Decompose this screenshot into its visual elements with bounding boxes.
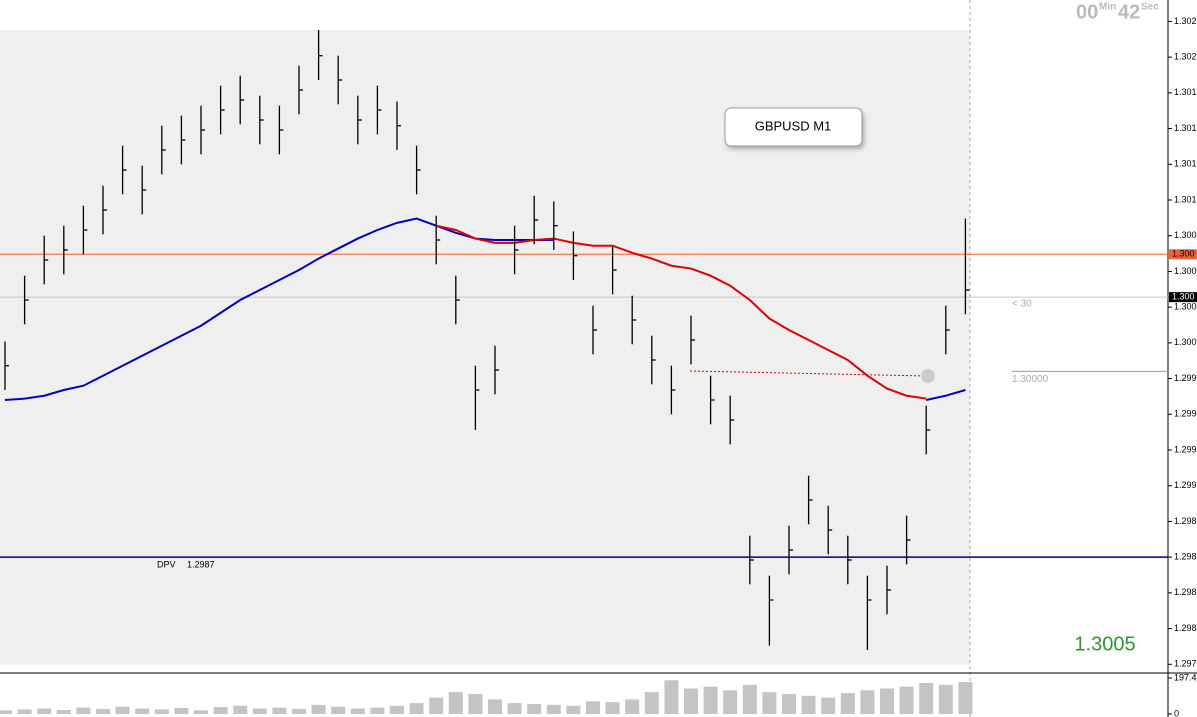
- volume-bar: [880, 688, 894, 714]
- volume-bar: [566, 705, 581, 714]
- y-tick-label: 1.301: [1174, 159, 1197, 169]
- bid-label: 1.300: [1172, 292, 1195, 302]
- volume-bar: [154, 709, 169, 714]
- volume-bar: [56, 709, 71, 714]
- volume-bar: [96, 708, 110, 714]
- y-tick-label: 1.302: [1174, 16, 1197, 26]
- y-tick-label: 1.299: [1174, 409, 1197, 419]
- volume-bar: [507, 703, 522, 714]
- volume-bar: [429, 697, 444, 714]
- volume-bar: [840, 693, 855, 714]
- y-tick-label: 1.299: [1174, 480, 1197, 490]
- volume-bar: [390, 705, 404, 714]
- volume-bar: [684, 688, 698, 714]
- volume-bar: [742, 684, 757, 714]
- volume-bar: [272, 707, 287, 714]
- volume-bar: [174, 707, 189, 714]
- volume-bar: [664, 680, 679, 714]
- y-tick-label: 1.300: [1174, 230, 1197, 240]
- volume-bar: [801, 695, 816, 714]
- volume-bar: [409, 703, 424, 714]
- volume-bar: [938, 684, 953, 714]
- timer-minutes: 00: [1076, 1, 1098, 23]
- volume-bar: [370, 707, 385, 714]
- y-tick-label: 1.300: [1174, 302, 1197, 312]
- y-tick-label: 1.299: [1174, 444, 1197, 454]
- y-tick-label: 197.4: [1174, 672, 1197, 682]
- volume-bar: [762, 692, 777, 714]
- ask-box: [1169, 249, 1197, 260]
- reference-label: 1.30000: [1012, 374, 1049, 385]
- y-tick-label: 1.299: [1174, 373, 1197, 383]
- volume-bar: [782, 693, 796, 714]
- volume-bar: [233, 705, 248, 714]
- bid-box: [1169, 292, 1197, 303]
- y-tick-label: 1.300: [1174, 337, 1197, 347]
- y-tick-label: 1.301: [1174, 194, 1197, 204]
- y-tick-label: 0: [1174, 708, 1179, 717]
- ask-label: 1.300: [1172, 249, 1195, 259]
- volume-bar: [252, 708, 267, 714]
- volume-bar: [194, 710, 208, 714]
- volume-bar: [586, 701, 600, 714]
- volume-bar: [546, 704, 561, 714]
- y-tick-label: 1.298: [1174, 623, 1197, 633]
- volume-bar: [821, 697, 836, 714]
- volume-bar: [488, 699, 502, 714]
- volume-bar: [899, 686, 914, 714]
- volume-bar: [958, 682, 973, 714]
- current-price: 1.3005: [1074, 633, 1135, 655]
- timer-seconds: 42: [1118, 1, 1140, 23]
- volume-bar: [37, 708, 52, 714]
- symbol-box: [724, 107, 863, 147]
- volume-bar: [919, 682, 934, 714]
- volume-bar: [331, 706, 346, 714]
- timer-minutes-unit: Min: [1099, 2, 1116, 13]
- volume-bar: [17, 709, 32, 714]
- trade-marker: [921, 369, 935, 383]
- spread-label: < 30: [1012, 299, 1032, 310]
- timer-seconds-unit: Sec: [1141, 2, 1159, 13]
- y-tick-label: 1.298: [1174, 587, 1197, 597]
- volume-bar: [625, 699, 640, 714]
- y-tick-label: 1.301: [1174, 87, 1197, 97]
- volume-bar: [213, 707, 228, 714]
- y-tick-label: 1.297: [1174, 659, 1197, 669]
- level-value: 1.2987: [187, 560, 215, 570]
- y-tick-label: 1.300: [1174, 266, 1197, 276]
- y-tick-label: 1.298: [1174, 552, 1197, 562]
- volume-bar: [350, 708, 365, 714]
- volume-bar: [860, 690, 875, 714]
- volume-bar: [135, 708, 150, 714]
- volume-bar: [448, 692, 463, 714]
- volume-bar: [644, 692, 659, 714]
- volume-bar: [605, 702, 620, 714]
- y-tick-label: 1.298: [1174, 516, 1197, 526]
- volume-bar: [311, 704, 326, 714]
- y-tick-label: 1.301: [1174, 123, 1197, 133]
- moving-average: [435, 224, 927, 400]
- volume-bar: [115, 706, 130, 714]
- volume-bar: [468, 693, 483, 714]
- volume-bar: [723, 690, 738, 714]
- volume-bar: [527, 703, 542, 714]
- volume-bar: [76, 707, 91, 714]
- level-name: DPV: [157, 560, 176, 570]
- y-tick-label: 1.302: [1174, 52, 1197, 62]
- volume-bar: [292, 708, 306, 714]
- moving-average: [4, 217, 966, 401]
- volume-bar: [703, 686, 718, 714]
- volume-bar: [0, 710, 12, 714]
- symbol-title: GBPUSD M1: [755, 118, 832, 133]
